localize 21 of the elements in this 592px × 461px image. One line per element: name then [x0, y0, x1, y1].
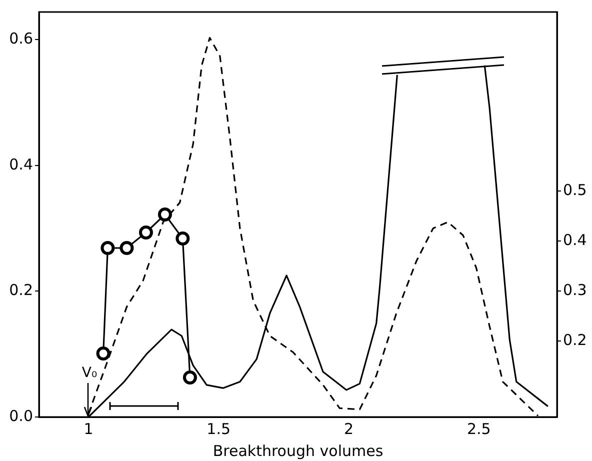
point: [100, 241, 115, 255]
x-axis-title: Breakthrough volumes: [212, 442, 384, 460]
x-tick-label: 2: [344, 420, 354, 438]
y-tick-label: 0.0: [9, 406, 33, 425]
x-tick-label: 1: [84, 420, 94, 438]
y2-tick-label: 0.3: [563, 280, 587, 299]
y2-tick-label: 0.5: [563, 180, 587, 199]
point: [158, 208, 172, 222]
point: [120, 241, 134, 255]
point: [96, 346, 110, 360]
x-tick-label: 1.5: [206, 420, 231, 438]
y-tick-label: 0.2: [9, 281, 33, 300]
y-tick-label: 0.6: [9, 30, 33, 48]
point: [176, 232, 190, 246]
y2-tick-label: 0.4: [563, 230, 587, 249]
x-tick-label: 2.5: [466, 420, 491, 438]
annotation: V₀: [82, 365, 98, 381]
y2-tick-label: 0.2: [563, 330, 587, 349]
y-tick-label: 0.4: [9, 155, 33, 174]
point: [182, 370, 197, 384]
point: [138, 226, 153, 240]
